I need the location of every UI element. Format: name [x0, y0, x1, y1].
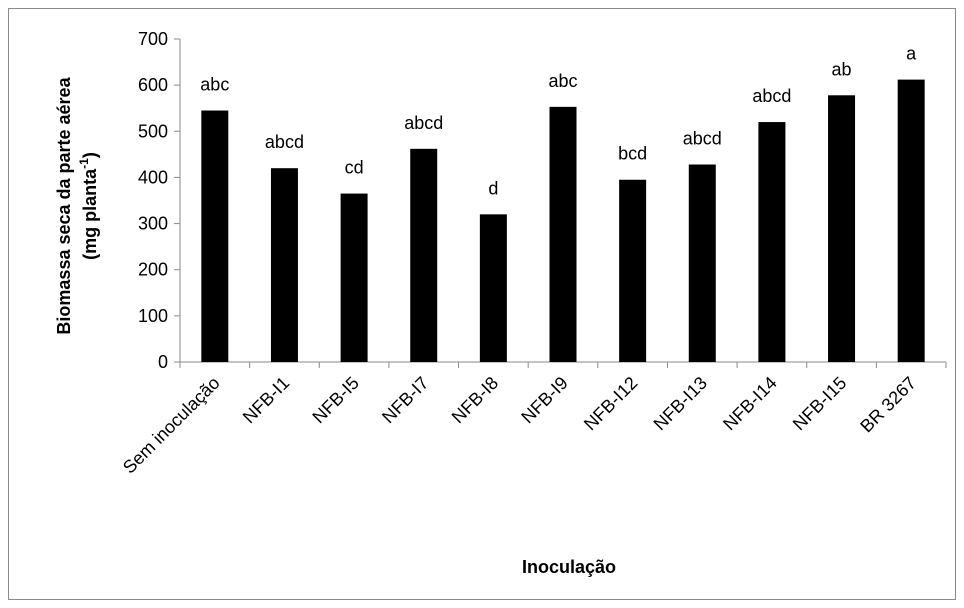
category-label: NFB-I12 [580, 373, 642, 435]
category-label: Sem inoculação [119, 373, 224, 478]
bars [201, 80, 924, 362]
category-label: NFB-I9 [517, 373, 571, 427]
y-tick-label: 400 [138, 167, 168, 187]
category-label: BR 3267 [856, 373, 920, 437]
bar [758, 122, 785, 362]
bar [619, 180, 646, 362]
y-tick-label: 700 [138, 29, 168, 49]
bar [271, 168, 298, 362]
y-tick-label: 200 [138, 260, 168, 280]
bar-data-label: a [906, 44, 917, 64]
bar-data-label: d [488, 178, 498, 198]
bar-data-label: ab [832, 59, 852, 79]
y-tick-label: 600 [138, 75, 168, 95]
y-axis-title-line2: (mg planta-1) [77, 152, 100, 260]
y-axis-title-superscript: -1 [77, 158, 91, 169]
y-tick-label: 100 [138, 306, 168, 326]
x-axis [180, 362, 946, 368]
bar-data-label: abcd [404, 113, 443, 133]
y-tick-label: 500 [138, 121, 168, 141]
bar-data-label: abcd [265, 132, 304, 152]
category-label: NFB-I1 [239, 373, 293, 427]
bar [201, 111, 228, 362]
bar-data-label: abc [548, 71, 577, 91]
category-label: NFB-I14 [719, 373, 781, 435]
bar [828, 95, 855, 362]
category-label: NFB-I5 [308, 373, 362, 427]
bar [480, 214, 507, 362]
bar-data-label: abcd [752, 86, 791, 106]
bar [689, 165, 716, 362]
y-axis: 0 100 200 300 400 500 600 700 [138, 29, 180, 372]
bar [410, 149, 437, 362]
bar-data-label: bcd [618, 144, 647, 164]
bar-data-label: cd [345, 158, 364, 178]
bar-data-label: abcd [683, 129, 722, 149]
y-tick-label: 300 [138, 214, 168, 234]
category-label: NFB-I8 [448, 373, 502, 427]
bar [550, 107, 577, 362]
y-axis-title-prefix: (mg planta [80, 168, 100, 260]
bar [341, 194, 368, 362]
y-tick-label: 0 [158, 352, 168, 372]
x-axis-title: Inoculação [522, 557, 616, 577]
category-label: NFB-I13 [650, 373, 712, 435]
y-axis-title-line1: Biomassa seca da parte aérea [54, 76, 74, 334]
category-label: NFB-I15 [789, 373, 851, 435]
bar [898, 80, 925, 362]
category-labels: Sem inoculação NFB-I1 NFB-I5 NFB-I7 NFB-I8 NF… [119, 373, 920, 478]
category-label: NFB-I7 [378, 373, 432, 427]
y-axis-title-suffix: ) [80, 152, 100, 158]
bar-data-label: abc [200, 75, 229, 95]
